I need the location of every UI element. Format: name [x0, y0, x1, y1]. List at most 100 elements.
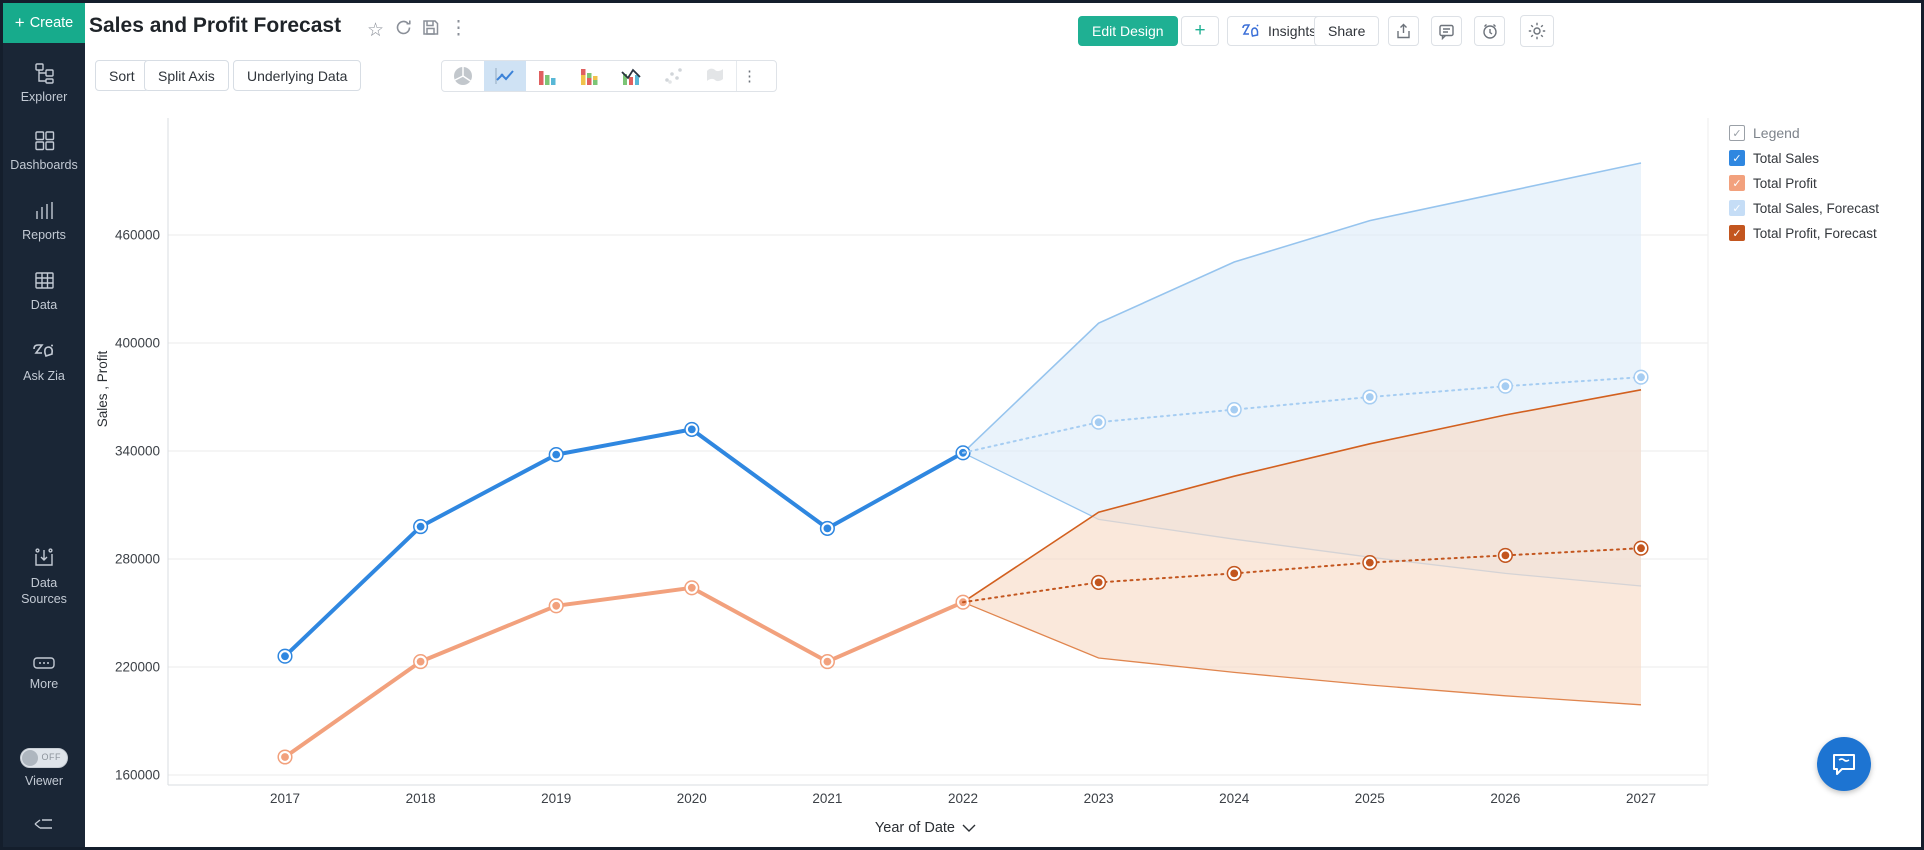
legend-item-total-sales[interactable]: ✓ Total Sales	[1729, 150, 1921, 166]
legend-master-row[interactable]: ✓ Legend	[1729, 125, 1921, 141]
export-button[interactable]	[1388, 16, 1419, 46]
sort-label: Sort	[109, 67, 135, 84]
combo-chart-icon[interactable]	[610, 61, 652, 91]
svg-text:2023: 2023	[1084, 791, 1114, 806]
chart-legend: ✓ Legend ✓ Total Sales ✓ Total Profit ✓ …	[1729, 125, 1921, 241]
svg-text:2025: 2025	[1355, 791, 1385, 806]
data-table-icon	[34, 272, 54, 289]
comment-icon	[1439, 24, 1454, 40]
stacked-bar-icon[interactable]	[568, 61, 610, 91]
bar-chart-icon[interactable]	[526, 61, 568, 91]
legend-checkbox[interactable]: ✓	[1729, 150, 1745, 166]
refresh-icon[interactable]	[394, 18, 413, 43]
scatter-chart-icon[interactable]	[652, 61, 694, 91]
svg-text:2019: 2019	[541, 791, 571, 806]
alert-clock-icon	[1482, 24, 1497, 39]
insights-button[interactable]: Insights	[1227, 16, 1331, 46]
plus-icon: +	[1194, 20, 1206, 41]
legend-checkbox[interactable]: ✓	[1729, 175, 1745, 191]
sidebar-item-reports[interactable]: Reports	[3, 199, 85, 244]
export-icon	[1397, 23, 1410, 38]
svg-text:160000: 160000	[115, 768, 160, 783]
legend-item-total-profit[interactable]: ✓ Total Profit	[1729, 175, 1921, 191]
create-button-label: Create	[29, 15, 74, 31]
svg-text:220000: 220000	[115, 660, 160, 675]
legend-checkbox[interactable]: ✓	[1729, 200, 1745, 216]
edit-design-button[interactable]: Edit Design	[1078, 16, 1178, 46]
settings-button[interactable]	[1520, 15, 1554, 47]
split-axis-button[interactable]: Split Axis	[144, 60, 229, 91]
sidebar-item-label: Explorer	[20, 90, 68, 104]
comment-button[interactable]	[1431, 16, 1462, 46]
kebab-menu-icon[interactable]: ⋮	[449, 18, 468, 39]
sidebar-item-more[interactable]: More	[3, 655, 85, 693]
sidebar-collapse[interactable]	[3, 815, 85, 833]
sidebar-item-data-sources[interactable]: Data Sources	[3, 546, 85, 607]
star-icon[interactable]: ☆	[367, 20, 385, 41]
sidebar-item-dashboards[interactable]: Dashboards	[3, 129, 85, 174]
sidebar-item-label: Data	[30, 298, 58, 312]
sidebar-item-label: Dashboards	[10, 158, 78, 172]
more-ellipsis-icon	[33, 657, 55, 669]
plus-icon: +	[14, 13, 25, 32]
edit-design-label: Edit Design	[1092, 23, 1164, 39]
legend-item-label: Total Sales	[1753, 150, 1820, 166]
svg-text:2017: 2017	[270, 791, 300, 806]
map-chart-icon[interactable]	[694, 61, 736, 91]
legend-item-label: Total Sales, Forecast	[1753, 200, 1880, 216]
share-label: Share	[1328, 23, 1366, 39]
create-button[interactable]: + Create	[3, 3, 85, 43]
sidebar-item-label: Reports	[22, 228, 66, 242]
underlying-data-button[interactable]: Underlying Data	[233, 60, 362, 91]
svg-text:Year of Date: Year of Date	[875, 820, 955, 836]
toggle-state-label: OFF	[41, 752, 61, 763]
chart-type-strip: ⋮	[441, 60, 777, 92]
toggle-knob	[22, 750, 38, 766]
insights-label: Insights	[1268, 23, 1317, 39]
svg-text:400000: 400000	[115, 336, 160, 351]
sidebar: + Create Explorer Dashboards Reports	[3, 3, 85, 847]
viewer-toggle-item: OFF Viewer	[3, 748, 85, 790]
svg-text:2027: 2027	[1626, 791, 1656, 806]
svg-text:340000: 340000	[115, 444, 160, 459]
reports-bars-icon	[35, 202, 53, 219]
dashboards-grid-icon	[34, 131, 54, 151]
explorer-tree-icon	[34, 63, 54, 84]
zia-chat-button[interactable]	[1817, 737, 1871, 791]
legend-item-label: Total Profit, Forecast	[1753, 225, 1877, 241]
sidebar-item-ask-zia[interactable]: Ask Zia	[3, 341, 85, 385]
settings-gear-icon	[1528, 22, 1546, 40]
underlying-data-label: Underlying Data	[247, 67, 348, 84]
pie-chart-icon[interactable]	[442, 61, 484, 91]
chart-type-more-kebab-icon[interactable]: ⋮	[736, 61, 762, 91]
sidebar-item-explorer[interactable]: Explorer	[3, 61, 85, 106]
forecast-chart[interactable]: 160000 220000 280000 340000 400000 460000 2017…	[85, 99, 1921, 847]
svg-text:2022: 2022	[948, 791, 978, 806]
alert-button[interactable]	[1474, 16, 1505, 46]
svg-text:2020: 2020	[677, 791, 707, 806]
sidebar-item-label: More	[29, 677, 59, 691]
add-report-button[interactable]: +	[1181, 16, 1219, 46]
line-chart-icon[interactable]	[484, 61, 526, 91]
sidebar-item-label: Ask Zia	[23, 369, 65, 383]
legend-item-total-sales-forecast[interactable]: ✓ Total Sales, Forecast	[1729, 200, 1921, 216]
sidebar-item-data[interactable]: Data	[3, 269, 85, 314]
legend-checkbox[interactable]: ✓	[1729, 225, 1745, 241]
data-sources-icon	[35, 548, 53, 566]
sort-button[interactable]: Sort	[95, 60, 149, 91]
legend-title: Legend	[1753, 125, 1800, 141]
svg-text:280000: 280000	[115, 552, 160, 567]
legend-item-total-profit-forecast[interactable]: ✓ Total Profit, Forecast	[1729, 225, 1921, 241]
svg-text:Sales , Profit: Sales , Profit	[95, 350, 110, 427]
save-icon[interactable]	[421, 18, 440, 43]
legend-master-checkbox[interactable]: ✓	[1729, 125, 1745, 141]
viewer-toggle[interactable]: OFF	[20, 748, 68, 768]
svg-text:460000: 460000	[115, 228, 160, 243]
page-title: Sales and Profit Forecast	[89, 14, 342, 37]
share-button[interactable]: Share	[1314, 16, 1380, 46]
svg-text:2021: 2021	[812, 791, 842, 806]
viewer-label: Viewer	[25, 774, 63, 788]
split-axis-label: Split Axis	[158, 67, 215, 84]
svg-text:2026: 2026	[1490, 791, 1520, 806]
